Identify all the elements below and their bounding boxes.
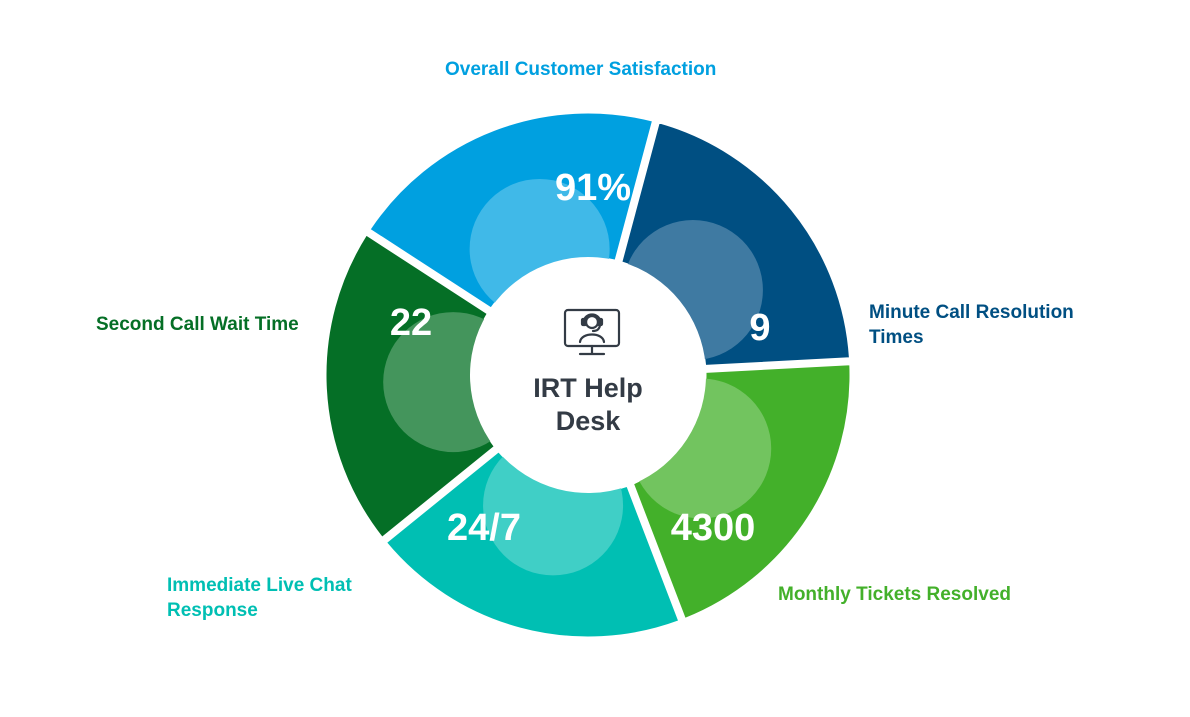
segment-resolution-highlight [622,220,763,361]
center-title-line2: Desk [556,406,622,436]
label-overall-satisfaction: Overall Customer Satisfaction [445,59,717,80]
value-live-chat: 24/7 [447,507,521,549]
segment-live-chat-highlight [483,451,624,576]
center-hub: IRT Help Desk [533,308,643,436]
label-live-chat: Immediate Live Chat Response [167,575,352,621]
segment-tickets-highlight [633,378,772,519]
center-title-line1: IRT Help [533,373,643,403]
value-tickets-resolved: 4300 [671,507,756,549]
value-resolution-minutes: 9 [749,307,770,349]
segment-values: 91% 9 4300 24/7 22 [390,167,771,549]
label-wait-time: Second Call Wait Time [96,314,299,335]
helpdesk-headset-monitor-icon [563,308,621,356]
value-wait-seconds: 22 [390,302,432,344]
value-satisfaction: 91% [555,167,631,209]
label-call-resolution: Minute Call Resolution Times [869,302,1074,348]
label-tickets-resolved: Monthly Tickets Resolved [778,584,1011,605]
